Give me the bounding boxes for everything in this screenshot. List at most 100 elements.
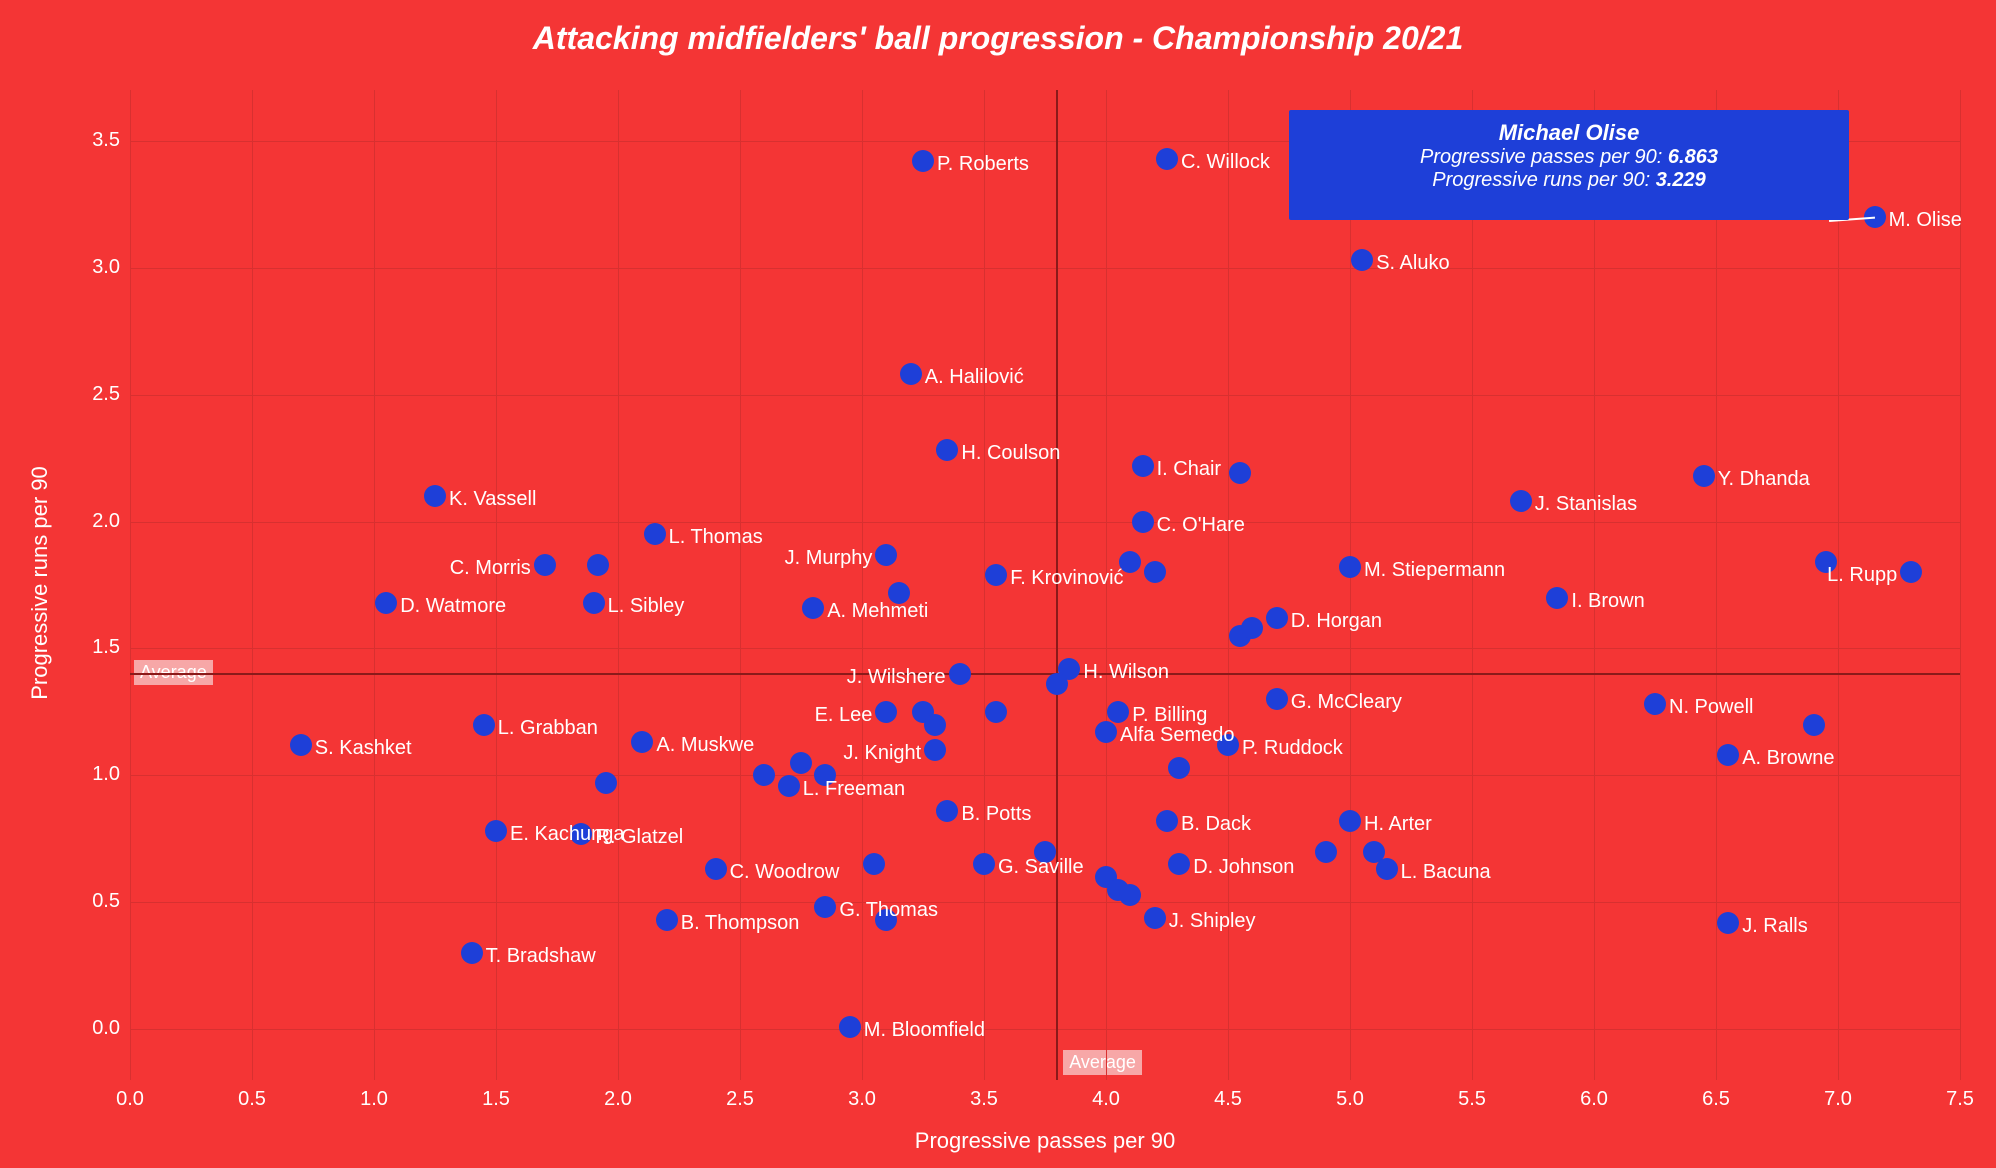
y-tick-label: 1.5 xyxy=(70,636,120,659)
data-point-label: L. Sibley xyxy=(608,595,685,618)
data-point-label: P. Roberts xyxy=(937,153,1029,176)
x-gridline xyxy=(496,90,497,1080)
data-point xyxy=(705,858,727,880)
data-point xyxy=(985,701,1007,723)
x-gridline xyxy=(1716,90,1717,1080)
data-point xyxy=(912,150,934,172)
data-point xyxy=(936,800,958,822)
x-tick-label: 3.0 xyxy=(842,1088,882,1111)
y-tick-label: 3.5 xyxy=(70,129,120,152)
y-tick-label: 2.0 xyxy=(70,510,120,533)
y-gridline xyxy=(130,902,1960,903)
x-tick-label: 1.5 xyxy=(476,1088,516,1111)
x-tick-label: 3.5 xyxy=(964,1088,1004,1111)
data-point xyxy=(924,739,946,761)
chart-title: Attacking midfielders' ball progression … xyxy=(0,20,1996,57)
x-tick-label: 0.0 xyxy=(110,1088,150,1111)
data-point xyxy=(587,554,609,576)
data-point-label: Y. Dhanda xyxy=(1718,468,1810,491)
data-point xyxy=(290,734,312,756)
y-tick-label: 3.0 xyxy=(70,256,120,279)
data-point xyxy=(1156,148,1178,170)
data-point-label: C. Woodrow xyxy=(730,861,840,884)
data-point-label: J. Shipley xyxy=(1169,910,1256,933)
data-point xyxy=(936,439,958,461)
data-point xyxy=(1119,884,1141,906)
data-point xyxy=(534,554,556,576)
data-point-label: L. Grabban xyxy=(498,717,598,740)
x-gridline xyxy=(1960,90,1961,1080)
data-point xyxy=(1144,561,1166,583)
x-tick-label: 5.0 xyxy=(1330,1088,1370,1111)
data-point xyxy=(631,731,653,753)
x-tick-label: 4.5 xyxy=(1208,1088,1248,1111)
data-point xyxy=(1046,673,1068,695)
data-point-label: G. Thomas xyxy=(839,899,938,922)
x-tick-label: 2.0 xyxy=(598,1088,638,1111)
data-point-label: K. Vassell xyxy=(449,488,536,511)
data-point-label: C. Morris xyxy=(450,557,531,580)
data-point xyxy=(1510,490,1532,512)
y-gridline xyxy=(130,522,1960,523)
data-point xyxy=(583,592,605,614)
data-point xyxy=(1339,556,1361,578)
data-point-label: P. Ruddock xyxy=(1242,737,1343,760)
x-gridline xyxy=(1472,90,1473,1080)
y-gridline xyxy=(130,1029,1960,1030)
data-point-label: A. Mehmeti xyxy=(827,600,928,623)
data-point xyxy=(778,775,800,797)
x-tick-label: 4.0 xyxy=(1086,1088,1126,1111)
data-point xyxy=(985,564,1007,586)
y-tick-label: 2.5 xyxy=(70,383,120,406)
data-point-label: J. Knight xyxy=(843,742,921,765)
avg-label-x: Average xyxy=(1063,1050,1142,1075)
data-point xyxy=(1803,714,1825,736)
data-point xyxy=(753,764,775,786)
x-tick-label: 0.5 xyxy=(232,1088,272,1111)
data-point-label: M. Olise xyxy=(1889,209,1962,232)
data-point xyxy=(875,701,897,723)
data-point xyxy=(900,363,922,385)
data-point xyxy=(839,1016,861,1038)
data-point-label: Alfa Semedo xyxy=(1120,724,1235,747)
data-point-label: M. Bloomfield xyxy=(864,1019,985,1042)
callout-line2: Progressive runs per 90: 3.229 xyxy=(1305,169,1833,192)
x-tick-label: 5.5 xyxy=(1452,1088,1492,1111)
data-point-label: L. Bacuna xyxy=(1401,861,1491,884)
data-point-label: J. Murphy xyxy=(785,547,873,570)
avg-horizontal-line xyxy=(130,673,1960,675)
data-point xyxy=(595,772,617,794)
data-point-label: J. Wilshere xyxy=(847,666,946,689)
x-gridline xyxy=(984,90,985,1080)
data-point-label: J. Ralls xyxy=(1742,915,1808,938)
data-point-label: A. Browne xyxy=(1742,747,1834,770)
data-point-label: D. Watmore xyxy=(400,595,506,618)
x-tick-label: 6.5 xyxy=(1696,1088,1736,1111)
x-gridline xyxy=(1350,90,1351,1080)
data-point-label: G. Saville xyxy=(998,856,1084,879)
data-point xyxy=(1315,841,1337,863)
data-point xyxy=(1717,912,1739,934)
data-point xyxy=(1132,455,1154,477)
data-point-label: I. Chair xyxy=(1157,458,1221,481)
data-point xyxy=(1266,607,1288,629)
x-tick-label: 2.5 xyxy=(720,1088,760,1111)
y-gridline xyxy=(130,775,1960,776)
data-point xyxy=(473,714,495,736)
x-gridline xyxy=(374,90,375,1080)
data-point-label: H. Wilson xyxy=(1083,661,1169,684)
data-point-label: J. Stanislas xyxy=(1535,493,1637,516)
data-point-label: B. Dack xyxy=(1181,813,1251,836)
y-gridline xyxy=(130,395,1960,396)
x-gridline xyxy=(252,90,253,1080)
y-tick-label: 0.0 xyxy=(70,1017,120,1040)
data-point-label: C. O'Hare xyxy=(1157,514,1245,537)
data-point xyxy=(1168,757,1190,779)
x-gridline xyxy=(130,90,131,1080)
x-axis-label: Progressive passes per 90 xyxy=(130,1128,1960,1154)
data-point-label: I. Brown xyxy=(1571,590,1644,613)
x-gridline xyxy=(1594,90,1595,1080)
callout-box: Michael OliseProgressive passes per 90: … xyxy=(1289,110,1849,220)
data-point xyxy=(949,663,971,685)
data-point-label: T. Bradshaw xyxy=(486,945,596,968)
